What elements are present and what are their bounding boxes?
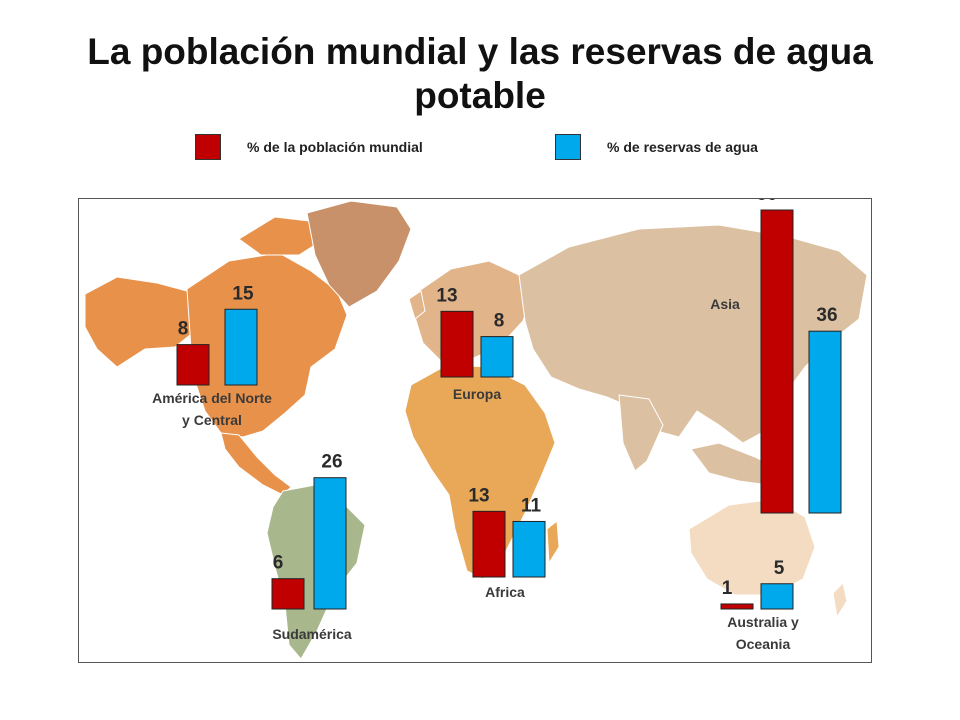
legend-label-water: % de reservas de agua	[607, 139, 758, 155]
bar-population-asia	[760, 209, 794, 514]
value-label-population-europa: 13	[436, 285, 457, 306]
region-label-asia: Asia	[710, 296, 740, 312]
map-region-greenland	[306, 200, 412, 308]
value-label-water-africa: 11	[521, 495, 542, 516]
legend-swatch-water	[555, 134, 581, 160]
bars-layer	[176, 209, 842, 610]
legend-item-water: % de reservas de agua	[555, 134, 758, 160]
value-label-population-australia-oceania: 1	[722, 578, 733, 599]
bar-water-africa	[512, 520, 546, 578]
value-label-population-sudamerica: 6	[273, 553, 284, 574]
map-frame: 8 15 América del Norte y Central 6 26 Sudaméri…	[78, 198, 872, 663]
bar-water-america-norte-central	[224, 308, 258, 386]
bar-water-australia-oceania	[760, 583, 794, 610]
map-region-uk	[408, 290, 426, 320]
bar-population-sudamerica	[271, 578, 305, 610]
region-label-america-norte-central-line2: y Central	[182, 412, 242, 428]
region-label-africa: Africa	[485, 584, 525, 600]
value-label-population-africa: 13	[468, 485, 489, 506]
map-region-alaska	[84, 276, 196, 368]
value-label-population-america-norte-central: 8	[178, 319, 189, 340]
bar-population-africa	[472, 510, 506, 578]
map-region-north-america	[186, 252, 348, 438]
value-label-water-australia-oceania: 5	[774, 558, 785, 579]
bar-population-america-norte-central	[176, 344, 210, 386]
bar-water-sudamerica	[313, 477, 347, 610]
value-label-water-sudamerica: 26	[321, 452, 342, 473]
bar-population-europa	[440, 310, 474, 378]
map-region-australia	[688, 498, 816, 596]
map-region-central-america	[220, 432, 292, 496]
bar-water-asia	[808, 330, 842, 514]
region-label-sudamerica: Sudamérica	[272, 626, 352, 642]
value-label-water-asia: 36	[816, 305, 837, 326]
region-label-europa: Europa	[453, 386, 501, 402]
bar-population-australia-oceania	[720, 603, 754, 610]
value-label-water-europa: 8	[494, 311, 505, 332]
map-region-madagascar	[546, 520, 560, 565]
region-label-australia-oceania-line1: Australia y	[727, 614, 799, 630]
map-region-new-zealand	[832, 582, 848, 619]
legend-item-population: % de la población mundial	[195, 134, 423, 160]
world-map	[84, 200, 868, 660]
legend-label-population: % de la población mundial	[247, 139, 423, 155]
chart-title: La población mundial y las reservas de a…	[87, 31, 873, 116]
region-label-australia-oceania-line2: Oceania	[736, 636, 791, 652]
region-label-america-norte-central-line1: América del Norte	[152, 390, 272, 406]
value-label-population-asia: 60	[756, 199, 777, 205]
value-label-water-america-norte-central: 15	[232, 283, 254, 304]
map-region-india	[618, 394, 664, 472]
legend-swatch-population	[195, 134, 221, 160]
bar-water-europa	[480, 336, 514, 378]
